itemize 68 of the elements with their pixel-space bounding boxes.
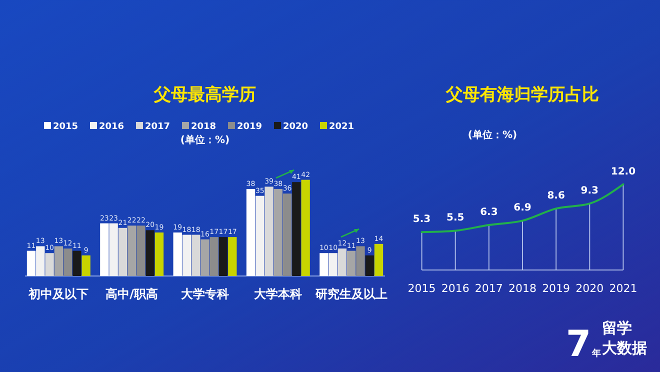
bar — [200, 239, 210, 276]
bar — [45, 253, 54, 276]
bar — [274, 188, 283, 276]
bar — [264, 186, 274, 276]
legend-label: 2016 — [99, 122, 124, 132]
data-label: 5.3 — [412, 214, 431, 226]
bar — [320, 253, 328, 276]
legend-label: 2021 — [329, 122, 354, 132]
legend-label: 2020 — [283, 122, 308, 132]
bar — [127, 226, 136, 276]
bar — [356, 246, 365, 276]
bar — [338, 248, 347, 276]
bar — [347, 250, 356, 276]
data-label: 5.5 — [446, 212, 464, 224]
x-tick-label: 2017 — [474, 282, 503, 295]
x-tick-label: 大学本科 — [254, 287, 302, 301]
x-tick-label: 大学专科 — [181, 287, 229, 301]
text: 留学 — [602, 319, 632, 337]
x-tick-label: 2019 — [542, 282, 570, 295]
bar — [301, 180, 310, 276]
legend-label: 2019 — [237, 122, 262, 132]
text: 大数据 — [602, 339, 647, 357]
text: 7年 — [566, 324, 602, 365]
bar — [182, 234, 192, 276]
bar — [136, 226, 146, 276]
bar — [228, 237, 237, 276]
bar — [218, 237, 228, 276]
bar — [192, 234, 200, 276]
bar — [146, 230, 154, 276]
x-tick-label: 高中/职高 — [106, 287, 158, 301]
data-label: 8.6 — [547, 190, 565, 202]
bar — [82, 255, 90, 276]
chart-title: 父母有海归学历占比 — [445, 85, 599, 105]
x-tick-label: 研究生及以上 — [314, 287, 388, 301]
legend-label: 2017 — [145, 122, 170, 132]
bar — [100, 223, 109, 276]
bar — [72, 250, 82, 276]
bar — [210, 237, 218, 276]
data-label: 6.9 — [514, 202, 532, 214]
bar — [54, 246, 63, 276]
bar — [63, 248, 72, 276]
x-tick-label: 2018 — [508, 282, 536, 295]
chart-subtitle: (单位：%) — [468, 129, 518, 141]
bar — [26, 250, 36, 276]
data-label: 12.0 — [610, 166, 636, 178]
bar — [109, 223, 118, 276]
legend-label: 2018 — [191, 122, 216, 132]
bar — [36, 246, 45, 276]
chart-subtitle: (单位：%) — [180, 134, 230, 146]
chart-title: 父母最高学历 — [153, 85, 256, 105]
bar — [154, 232, 164, 276]
x-tick-label: 2020 — [576, 282, 604, 295]
data-label: 6.3 — [480, 207, 498, 218]
bar — [282, 194, 292, 276]
bar — [328, 253, 338, 276]
x-tick-label: 初中及以下 — [28, 287, 89, 301]
x-tick-label: 2021 — [609, 282, 638, 295]
x-tick-label: 2016 — [441, 282, 470, 295]
bar — [365, 255, 374, 276]
data-label: 9.3 — [580, 186, 599, 197]
x-tick-label: 2015 — [408, 282, 436, 295]
bar — [292, 182, 301, 276]
bar — [256, 196, 264, 276]
legend-label: 2015 — [53, 122, 78, 132]
bar — [246, 188, 256, 276]
bar — [374, 244, 384, 276]
bar — [118, 228, 128, 276]
bar — [173, 232, 182, 276]
